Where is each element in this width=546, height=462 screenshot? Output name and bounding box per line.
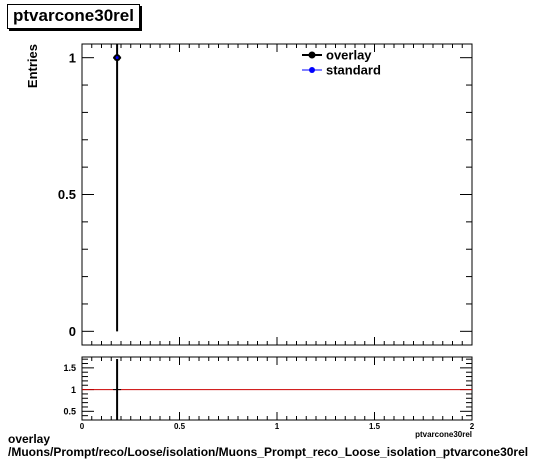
y-axis-label: Entries [25, 44, 40, 88]
y-tick-label: 0.5 [58, 187, 76, 202]
ratio-y-tick-label: 1.5 [63, 363, 76, 373]
x-tick-label: 2 [470, 422, 475, 431]
y-tick-label: 1 [69, 50, 76, 65]
x-axis-label: ptvarcone30rel [415, 430, 472, 439]
x-tick-label: 0.5 [174, 422, 186, 431]
x-tick-label: 1.5 [369, 422, 381, 431]
footer-path: /Muons/Prompt/reco/Loose/isolation/Muons… [8, 446, 529, 459]
main-plot-frame [81, 43, 473, 346]
chart-title: ptvarcone30rel [7, 4, 140, 29]
x-tick-label: 1 [275, 422, 280, 431]
ratio-plot-frame [81, 356, 473, 421]
y-tick-label: 0 [69, 324, 76, 339]
ratio-y-tick-label: 1 [71, 385, 76, 395]
footer-label: overlay [8, 432, 51, 446]
x-tick-label: 0 [80, 422, 85, 431]
legend-marker [308, 51, 316, 59]
standard-point [115, 56, 119, 60]
legend-label: overlay [326, 48, 372, 63]
legend-label: standard [326, 63, 381, 78]
ratio-y-tick-label: 0.5 [63, 407, 76, 417]
legend-marker [309, 67, 315, 73]
